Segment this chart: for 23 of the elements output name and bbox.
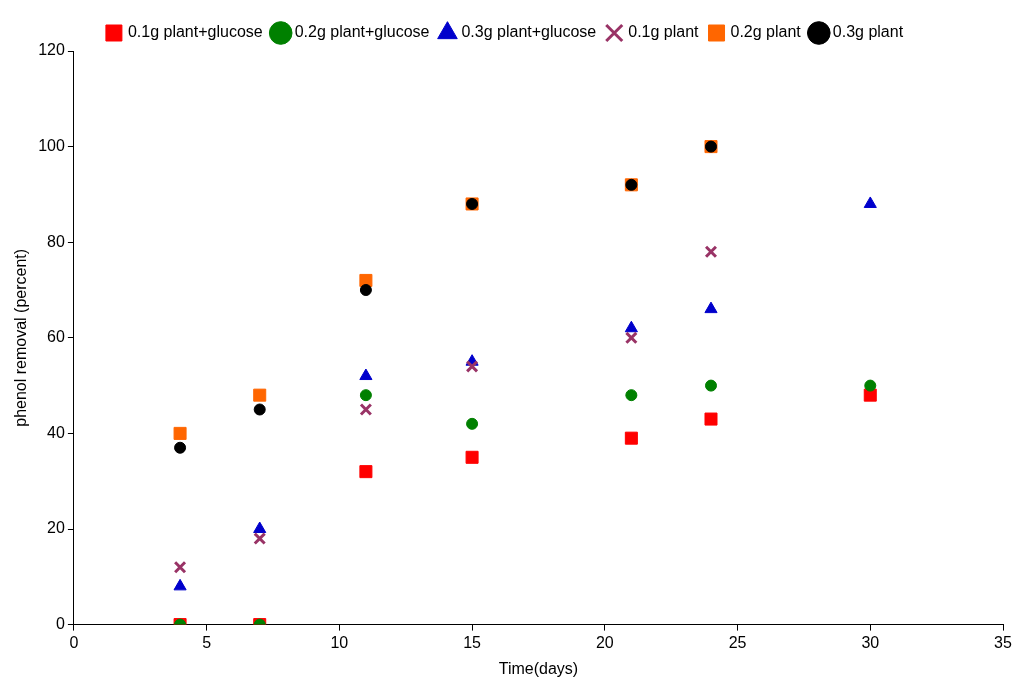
- x-tick-label: 20: [595, 633, 614, 651]
- x-axis-title: Time(days): [498, 659, 579, 677]
- x-tick-label: 5: [202, 633, 212, 651]
- y-tick-label: 100: [38, 137, 65, 155]
- legend-label: 0.1g plant+glucose: [127, 23, 263, 41]
- x-tick-label: 10: [330, 633, 349, 651]
- x-tick-label: 0: [69, 633, 79, 651]
- x-tick-label: 30: [861, 633, 880, 651]
- legend-label: 0.3g plant: [832, 23, 904, 41]
- y-tick-label: 60: [47, 328, 65, 346]
- x-tick-label: 35: [994, 633, 1012, 651]
- legend-label: 0.2g plant+glucose: [294, 23, 430, 41]
- y-tick-label: 20: [47, 519, 65, 537]
- y-axis-title: phenol removal (percent): [12, 248, 30, 427]
- legend-label: 0.2g plant: [730, 23, 802, 41]
- y-tick-label: 120: [38, 41, 65, 59]
- y-tick-label: 0: [55, 615, 65, 633]
- legend-label: 0.1g plant: [628, 23, 700, 41]
- x-tick-label: 15: [463, 633, 482, 651]
- x-tick-label: 25: [728, 633, 747, 651]
- legend-label: 0.3g plant+glucose: [461, 23, 597, 41]
- y-tick-label: 40: [47, 423, 65, 441]
- y-tick-label: 80: [47, 232, 65, 250]
